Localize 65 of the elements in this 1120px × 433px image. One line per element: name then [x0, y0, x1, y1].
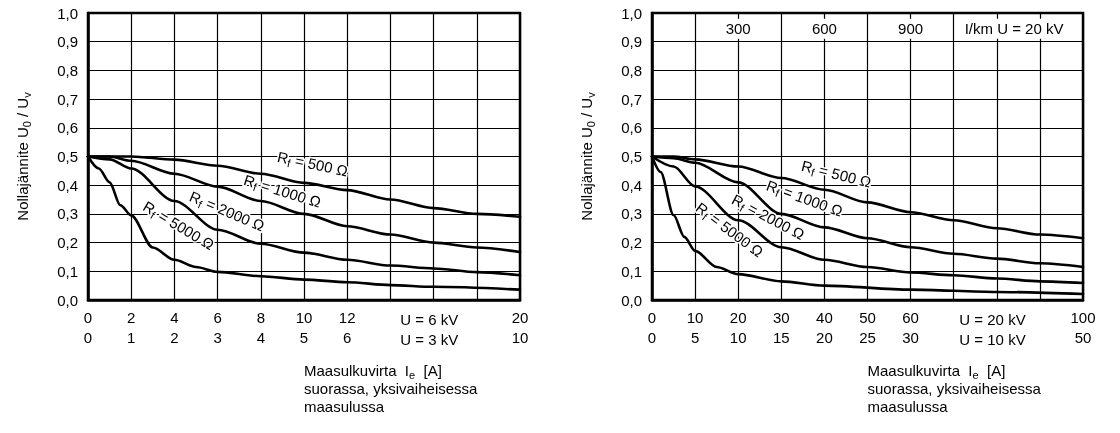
- x2-tick-label: 15: [772, 329, 790, 346]
- y-tick-label: 0,6: [621, 119, 642, 137]
- x2-tick-label: 25: [859, 329, 876, 346]
- y-tick-label: 0,7: [621, 90, 642, 108]
- y-tick-label: 0,7: [57, 90, 78, 108]
- x-axis-title: U = 6 kV: [400, 310, 459, 328]
- x2-tick-label: 30: [902, 329, 919, 346]
- y-tick-label: 0,3: [57, 205, 78, 223]
- x2-tick-label: 1: [127, 329, 136, 346]
- y-tick-label: 0,9: [621, 33, 642, 51]
- x-tick-label: 60: [902, 309, 919, 326]
- y-tick-label: 0,3: [621, 205, 642, 223]
- x2-tick-label: 4: [256, 329, 265, 346]
- x2-tick-label: 10: [729, 329, 747, 346]
- y-tick-label: 0,1: [57, 262, 78, 280]
- y-tick-label: 0,5: [621, 148, 642, 165]
- annotation: Rf = 500 Ω: [799, 156, 874, 191]
- x-tick-label: 20: [511, 309, 529, 326]
- x2-tick-label: 0: [83, 329, 93, 346]
- x-tick-label: 20: [729, 309, 747, 326]
- x2-tick-label: 50: [1074, 329, 1092, 346]
- x-tick-label: 10: [295, 309, 313, 326]
- x-tick-label: 100: [1070, 309, 1096, 326]
- y-tick-label: 0,0: [57, 291, 78, 309]
- y-tick-label: 0,6: [57, 119, 78, 137]
- y-tick-label: 1,0: [621, 4, 642, 22]
- x2-axis-title: U = 3 kV: [400, 330, 459, 348]
- annotation: I/km U = 20 kV: [964, 20, 1064, 38]
- x2-tick-label: 3: [213, 329, 222, 346]
- x2-tick-label: 2: [170, 329, 179, 346]
- y-axis-title: Nollajännite U0 / Uv: [577, 91, 597, 221]
- y-tick-label: 0,5: [57, 148, 78, 165]
- x-tick-label: 40: [816, 309, 833, 326]
- y-tick-label: 0,2: [57, 234, 78, 252]
- x-tick-label: 50: [859, 309, 876, 326]
- x-axis-title: U = 20 kV: [959, 310, 1026, 328]
- x-tick-label: 0: [647, 309, 657, 326]
- y-tick-label: 1,0: [57, 4, 78, 22]
- y-tick-label: 0,4: [57, 176, 78, 194]
- x-tick-label: 2: [127, 309, 136, 326]
- y-tick-label: 0,0: [621, 291, 642, 309]
- x-tick-label: 8: [256, 309, 265, 326]
- y-axis-title: Nollajännite U0 / Uv: [13, 91, 33, 221]
- y-tick-label: 0,8: [621, 61, 642, 79]
- y-tick-label: 0,1: [621, 262, 642, 280]
- x2-tick-label: 6: [343, 329, 352, 346]
- x-tick-label: 4: [170, 309, 179, 326]
- annotation: 900: [898, 20, 924, 38]
- x2-tick-label: 5: [690, 329, 700, 346]
- annotation: 300: [725, 20, 751, 38]
- x-tick-label: 0: [83, 309, 93, 326]
- x2-tick-label: 5: [299, 329, 309, 346]
- x2-tick-label: 0: [647, 329, 657, 346]
- x-tick-label: 10: [686, 309, 704, 326]
- x-tick-label: 6: [213, 309, 222, 326]
- y-tick-label: 0,9: [57, 33, 78, 51]
- annotation: 600: [811, 20, 837, 38]
- y-tick-label: 0,4: [621, 176, 642, 194]
- x2-axis-title: U = 10 kV: [959, 330, 1026, 348]
- x2-tick-label: 10: [511, 329, 529, 346]
- y-tick-label: 0,8: [57, 61, 78, 79]
- y-tick-label: 0,2: [621, 234, 642, 252]
- x2-tick-label: 20: [816, 329, 833, 346]
- x-tick-label: 30: [772, 309, 790, 326]
- x-tick-label: 12: [338, 309, 356, 326]
